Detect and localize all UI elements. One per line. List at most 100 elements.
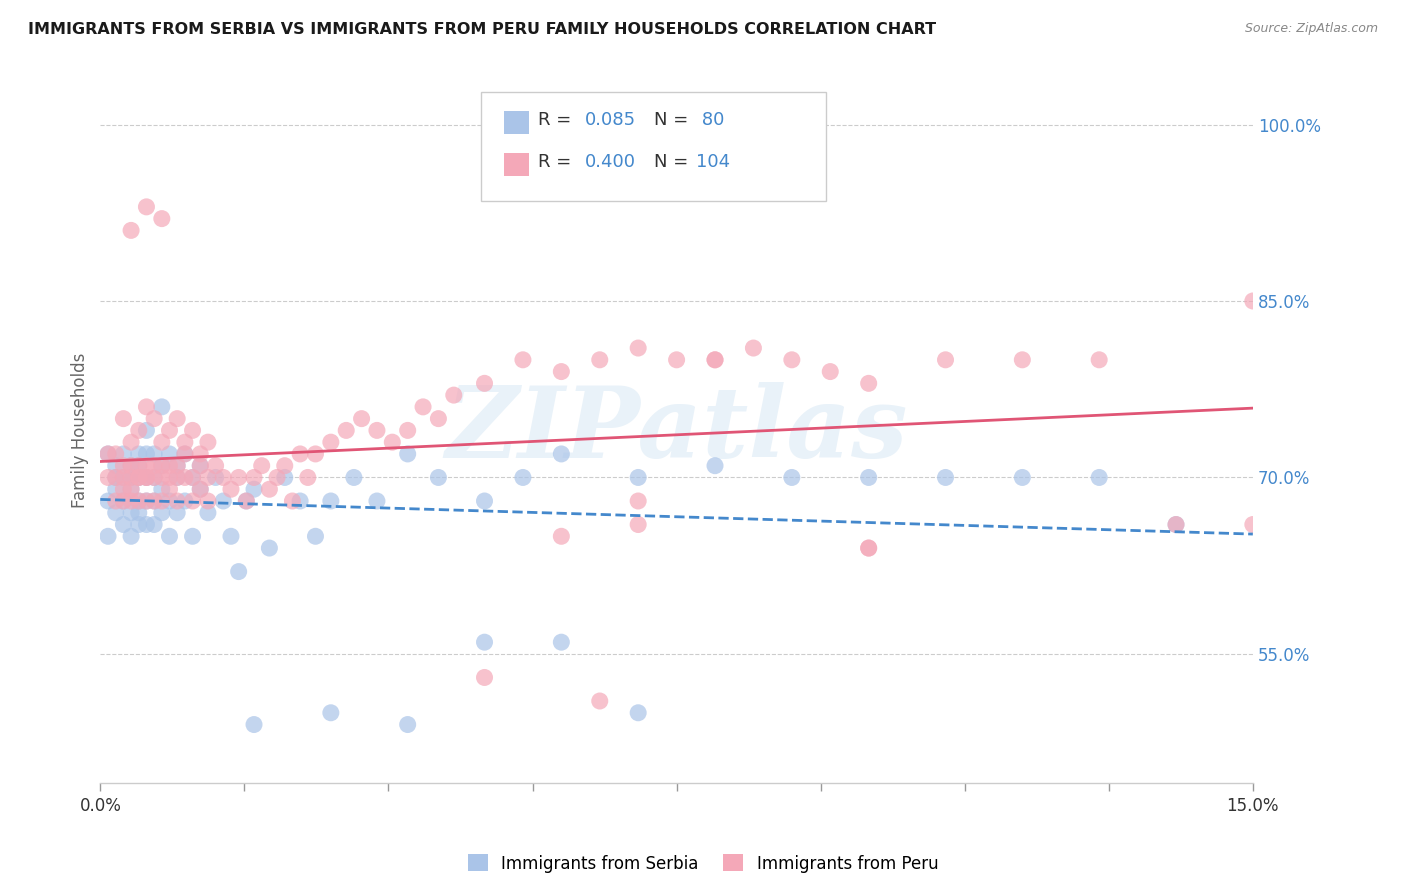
Point (204, 470, 226, 484)
Point (627, 494, 650, 508)
Point (197, 506, 219, 520)
Point (304, 447, 326, 461)
Legend: Immigrants from Serbia, Immigrants from Peru: Immigrants from Serbia, Immigrants from … (461, 847, 945, 880)
Point (319, 494, 342, 508)
Point (366, 494, 388, 508)
Point (550, 635, 572, 649)
Point (143, 517, 166, 532)
Point (197, 494, 219, 508)
Point (1011, 352, 1033, 367)
Point (128, 506, 150, 520)
Point (188, 458, 211, 473)
Point (120, 458, 142, 473)
Point (212, 494, 235, 508)
Point (143, 470, 166, 484)
Point (858, 470, 880, 484)
Point (704, 352, 727, 367)
Point (319, 706, 342, 720)
FancyBboxPatch shape (503, 111, 529, 134)
Point (173, 470, 195, 484)
Point (259, 482, 281, 496)
Point (150, 506, 173, 520)
Text: ZIPatlas: ZIPatlas (446, 382, 908, 479)
Point (112, 482, 135, 496)
Point (135, 200, 157, 214)
Point (166, 470, 188, 484)
Point (335, 424, 357, 438)
Point (281, 494, 304, 508)
Y-axis label: Family Households: Family Households (72, 352, 89, 508)
Point (181, 470, 204, 484)
Point (1164, 517, 1187, 532)
Point (366, 424, 388, 438)
Point (166, 458, 188, 473)
Point (97, 494, 120, 508)
Point (550, 447, 572, 461)
Point (243, 717, 266, 731)
Point (212, 470, 235, 484)
Point (135, 447, 157, 461)
Point (143, 470, 166, 484)
Point (128, 470, 150, 484)
Text: 80: 80 (696, 111, 724, 128)
Point (97, 447, 120, 461)
Point (219, 482, 242, 496)
Point (120, 482, 142, 496)
Point (112, 517, 135, 532)
Point (120, 435, 142, 450)
FancyBboxPatch shape (481, 92, 827, 201)
Point (589, 352, 612, 367)
Point (319, 435, 342, 450)
Point (396, 424, 419, 438)
Point (1011, 470, 1033, 484)
Point (304, 529, 326, 543)
Point (550, 529, 572, 543)
Point (112, 470, 135, 484)
Point (780, 352, 803, 367)
Point (128, 458, 150, 473)
Point (150, 211, 173, 226)
Point (512, 470, 534, 484)
Text: 104: 104 (696, 153, 730, 171)
Point (204, 458, 226, 473)
Point (396, 447, 419, 461)
Point (589, 694, 612, 708)
Point (259, 541, 281, 555)
Point (474, 671, 496, 685)
Point (97, 447, 120, 461)
Point (512, 352, 534, 367)
Point (250, 458, 273, 473)
Point (197, 435, 219, 450)
Point (173, 494, 195, 508)
Text: N =: N = (654, 153, 693, 171)
Text: Source: ZipAtlas.com: Source: ZipAtlas.com (1244, 22, 1378, 36)
Point (135, 470, 157, 484)
Point (104, 482, 127, 496)
Point (166, 494, 188, 508)
Point (412, 400, 434, 414)
Point (159, 494, 181, 508)
Point (228, 470, 250, 484)
Point (350, 411, 373, 425)
Point (427, 411, 450, 425)
Point (274, 470, 297, 484)
Point (188, 482, 211, 496)
Point (235, 494, 257, 508)
Point (128, 458, 150, 473)
Point (104, 470, 127, 484)
Point (173, 447, 195, 461)
Point (627, 470, 650, 484)
Point (627, 706, 650, 720)
Point (1241, 517, 1264, 532)
Point (159, 458, 181, 473)
Point (112, 494, 135, 508)
Point (297, 470, 319, 484)
Text: 0.400: 0.400 (585, 153, 636, 171)
Point (266, 470, 288, 484)
Point (128, 494, 150, 508)
Point (159, 424, 181, 438)
Point (396, 717, 419, 731)
Text: R =: R = (538, 111, 578, 128)
Point (627, 517, 650, 532)
Point (934, 352, 956, 367)
